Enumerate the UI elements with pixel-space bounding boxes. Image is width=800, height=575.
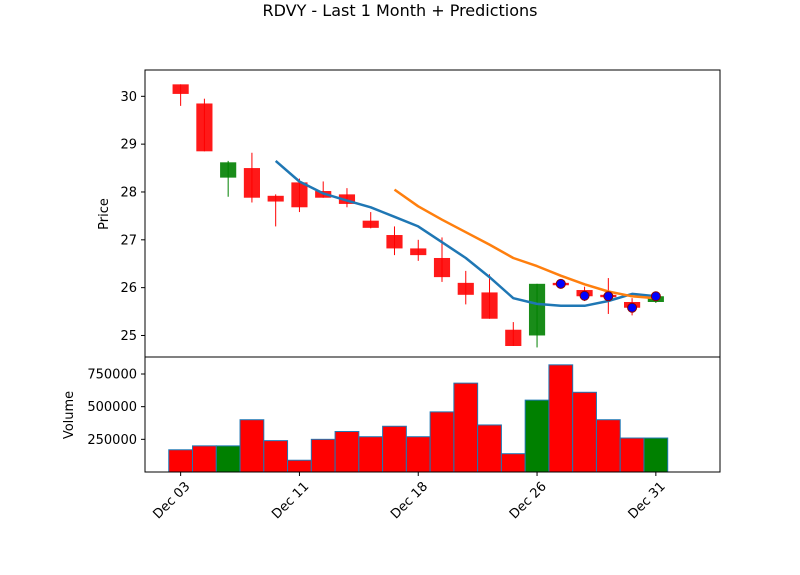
- candle-body: [291, 182, 308, 208]
- series-line-2: [393, 188, 656, 300]
- volume-bar: [263, 440, 289, 473]
- volume-bar: [643, 437, 669, 473]
- candle-body: [172, 84, 189, 94]
- candle-body: [386, 235, 403, 249]
- volume-bar: [405, 436, 431, 473]
- series-line-1: [274, 159, 656, 308]
- prediction-point: [555, 278, 566, 289]
- volume-bar: [239, 419, 265, 473]
- volume-bar: [382, 425, 407, 473]
- candle-body: [338, 194, 356, 204]
- x-axis: Dec 03 Dec 11 Dec 18 Dec 26 Dec 31: [150, 472, 669, 522]
- candle-body: [433, 257, 451, 278]
- price-tick-label: 30: [120, 90, 137, 105]
- prediction-point: [579, 290, 590, 301]
- price-tick-label: 29: [120, 138, 137, 153]
- price-axis-label: Price: [97, 198, 112, 230]
- candle-body: [481, 292, 498, 319]
- volume-bar: [595, 419, 621, 473]
- volume-panel: 250000 500000 750000 Volume: [62, 356, 721, 473]
- chart-title: RDVY - Last 1 Month + Predictions: [262, 1, 537, 20]
- candle-body: [410, 248, 427, 256]
- volume-bar: [572, 391, 597, 473]
- x-tick-label: Dec 18: [388, 479, 431, 522]
- volume-tick-label: 500000: [87, 400, 137, 415]
- x-tick-label: Dec 03: [150, 479, 193, 522]
- volume-bar: [429, 411, 455, 473]
- candle-body: [457, 282, 474, 295]
- prediction-point: [627, 302, 638, 313]
- volume-tick-label: 750000: [87, 367, 137, 382]
- price-tick-label: 26: [120, 281, 137, 296]
- volume-bar: [334, 430, 360, 473]
- x-tick-label: Dec 11: [269, 479, 312, 522]
- volume-bar: [358, 436, 384, 473]
- volume-bar: [524, 399, 550, 473]
- candle-body: [243, 168, 260, 198]
- volume-bar: [453, 382, 479, 473]
- price-tick-label: 25: [120, 329, 137, 344]
- candle-body: [267, 195, 284, 202]
- volume-bar: [192, 445, 217, 473]
- price-tick-label: 27: [120, 233, 137, 248]
- volume-bar: [477, 424, 502, 473]
- candle-body: [528, 283, 546, 336]
- price-tick-label: 28: [120, 185, 137, 200]
- candle-body: [196, 103, 213, 152]
- volume-bar: [310, 438, 336, 473]
- price-panel: 25 26 27 28 29 30 Price: [97, 69, 721, 358]
- volume-bar: [168, 449, 194, 473]
- x-tick-label: Dec 31: [626, 479, 669, 522]
- volume-bar: [500, 453, 526, 473]
- candle-body: [362, 220, 379, 228]
- candle-body: [220, 162, 237, 178]
- volume-bar: [548, 364, 574, 473]
- prediction-point: [650, 291, 661, 302]
- volume-bar: [287, 459, 312, 473]
- volume-bar: [215, 445, 241, 473]
- volume-plot-frame: [144, 356, 721, 473]
- candle-body: [505, 329, 522, 346]
- prediction-point: [603, 291, 614, 302]
- volume-axis-label: Volume: [62, 391, 77, 439]
- volume-bar: [619, 437, 645, 473]
- volume-tick-label: 250000: [87, 433, 137, 448]
- x-tick-label: Dec 26: [507, 479, 550, 522]
